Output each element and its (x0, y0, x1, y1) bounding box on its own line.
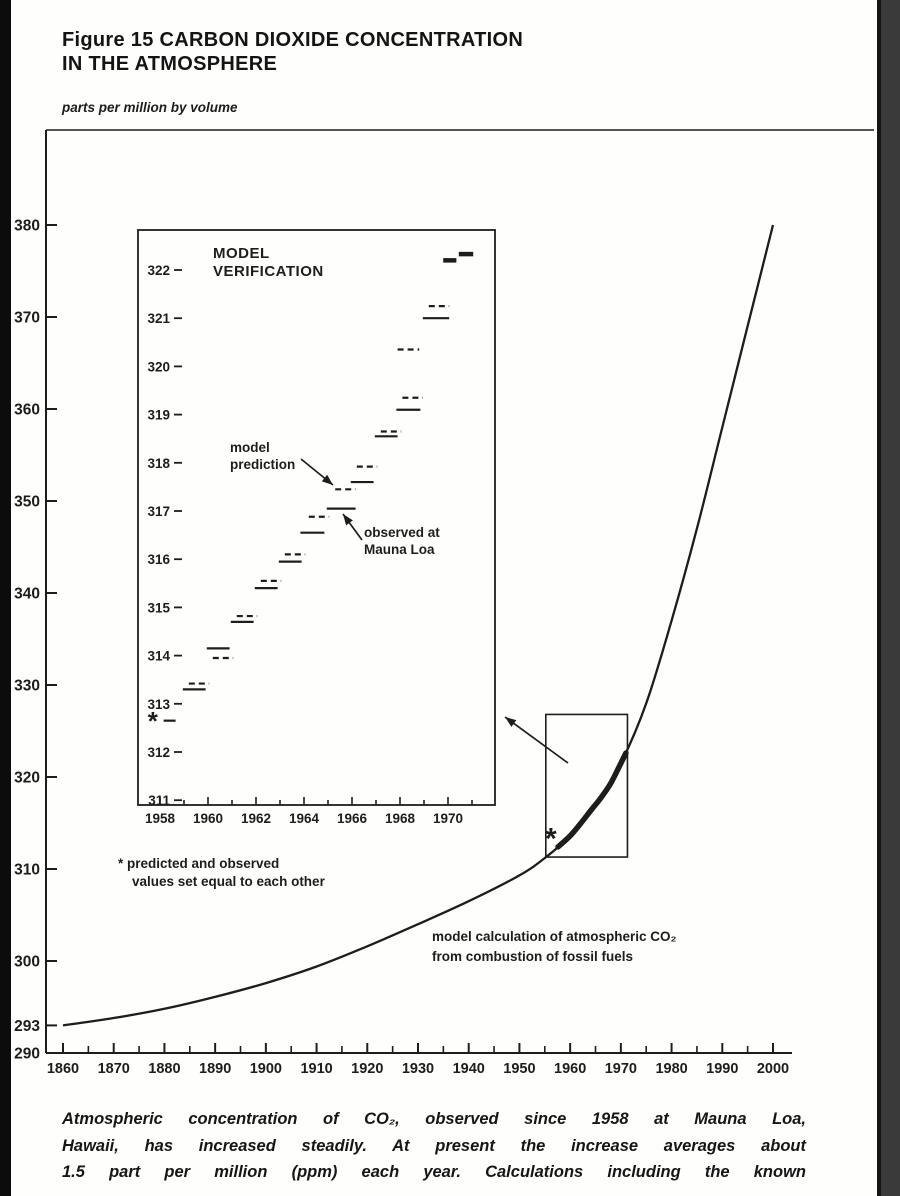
inset-x-tick-label: 1968 (385, 811, 416, 826)
main-y-tick-label: 370 (14, 310, 40, 327)
inset-x-tick-label: 1964 (289, 811, 320, 826)
inset-footnote: values set equal to each other (132, 874, 326, 889)
y-axis-unit-label: parts per million by volume (62, 100, 238, 115)
model-curve-annotation: from combustion of fossil fuels (432, 949, 633, 964)
inset-title: VERIFICATION (213, 263, 324, 280)
figure-caption-line: Hawaii, has increased steadily. At prese… (62, 1136, 806, 1155)
inset-y-tick-label: 317 (147, 504, 170, 519)
main-y-tick-label: 340 (14, 586, 40, 603)
observed-label: observed at (364, 525, 440, 540)
main-y-tick-label: 350 (14, 494, 40, 511)
inset-x-tick-label: 1960 (193, 811, 223, 826)
scan-edge-left (0, 0, 11, 1196)
model-curve-annotation: model calculation of atmospheric CO₂ (432, 929, 677, 944)
inset-x-tick-label: 1966 (337, 811, 368, 826)
zoom-arrow-head (505, 717, 517, 727)
main-y-tick-label: 330 (14, 678, 40, 695)
zoom-arrow (504, 716, 569, 764)
main-y-tick-label: 320 (14, 770, 40, 787)
inset-y-tick-label: 316 (147, 552, 170, 567)
inset-y-tick-label: 318 (147, 456, 170, 471)
main-y-tick-label: 300 (14, 954, 40, 971)
inset-y-tick-label: 314 (147, 649, 170, 664)
figure-title-line2: IN THE ATMOSPHERE (62, 53, 278, 75)
inset-y-tick-label: 315 (147, 600, 170, 615)
scan-edge-right (877, 0, 900, 1196)
inset-y-tick-label: 319 (147, 408, 170, 423)
main-y-tick-label: 310 (14, 862, 40, 879)
inset-y-tick-label: 321 (147, 311, 170, 326)
figure-caption-line: 1.5 part per million (ppm) each year. Ca… (62, 1163, 806, 1181)
inset-frame (137, 229, 496, 806)
main-x-tick-label: 1930 (402, 1061, 434, 1077)
main-x-tick-label: 1910 (300, 1061, 332, 1077)
main-asterisk-marker: * (545, 823, 557, 856)
main-x-tick-label: 1880 (148, 1061, 180, 1077)
main-x-tick-label: 1870 (98, 1061, 130, 1077)
figure-title: Figure 15 CARBON DIOXIDE CONCENTRATION I… (62, 28, 682, 76)
main-x-tick-label: 1950 (503, 1061, 535, 1077)
inset-footnote: * predicted and observed (118, 856, 279, 871)
figure-caption: Atmospheric concentration of CO₂, observ… (62, 1106, 806, 1186)
model-prediction-arrow-head (321, 474, 333, 485)
observed-label: Mauna Loa (364, 542, 435, 557)
observed-arrow-head (343, 514, 353, 526)
zoom-region-box (544, 713, 629, 858)
main-x-tick-label: 1940 (453, 1061, 485, 1077)
main-x-tick-label: 2000 (757, 1061, 789, 1077)
main-x-tick-label: 1890 (199, 1061, 231, 1077)
figure-title-line1: Figure 15 CARBON DIOXIDE CONCENTRATION (62, 29, 524, 51)
main-y-tick-label: 290 (14, 1046, 40, 1063)
inset-y-tick-label: 322 (147, 263, 170, 278)
model-prediction-label: model (230, 440, 270, 455)
figure-caption-line: Atmospheric concentration of CO₂, observ… (62, 1110, 806, 1128)
inset-x-tick-label: 1958 (145, 811, 176, 826)
inset-y-tick-label: 313 (147, 697, 170, 712)
inset-x-tick-label: 1970 (433, 811, 463, 826)
inset-title: MODEL (213, 245, 270, 262)
main-y-tick-label: 380 (14, 218, 40, 235)
main-y-tick-label: 360 (14, 402, 40, 419)
main-x-tick-label: 1960 (554, 1061, 586, 1077)
main-y-tick-label: 293 (14, 1018, 40, 1035)
main-x-tick-label: 1990 (706, 1061, 738, 1077)
inset-y-tick-label: 312 (147, 745, 170, 760)
model-calculation-curve (62, 224, 775, 1027)
inset-x-tick-label: 1962 (241, 811, 271, 826)
main-x-tick-label: 1970 (605, 1061, 637, 1077)
main-x-tick-label: 1860 (47, 1061, 79, 1077)
main-x-tick-label: 1980 (655, 1061, 687, 1077)
observed-data-overlay (555, 750, 629, 850)
model-prediction-label: prediction (230, 457, 295, 472)
inset-asterisk-marker: * (148, 706, 159, 736)
main-x-tick-label: 1920 (351, 1061, 383, 1077)
inset-y-tick-label: 320 (147, 359, 170, 374)
main-x-tick-label: 1900 (250, 1061, 282, 1077)
